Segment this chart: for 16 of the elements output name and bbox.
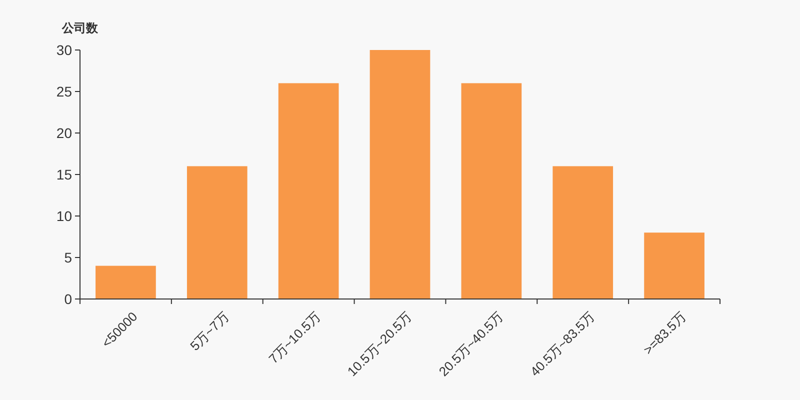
bar	[278, 83, 339, 299]
y-tick-label: 5	[64, 249, 72, 266]
y-axis-title: 公司数	[61, 21, 99, 35]
bar	[461, 83, 522, 299]
bar	[552, 166, 614, 299]
y-tick-label: 15	[56, 166, 72, 182]
x-tick-label: 5万~7万	[187, 308, 232, 354]
y-tick-label: 25	[56, 83, 72, 100]
bar	[96, 266, 156, 299]
y-tick-label: 20	[56, 124, 72, 141]
y-tick-label: 10	[56, 208, 72, 224]
y-tick-label: 0	[64, 290, 72, 307]
bar	[186, 166, 248, 299]
bar	[370, 50, 430, 299]
bar	[644, 232, 704, 299]
y-tick-label: 30	[56, 42, 72, 58]
